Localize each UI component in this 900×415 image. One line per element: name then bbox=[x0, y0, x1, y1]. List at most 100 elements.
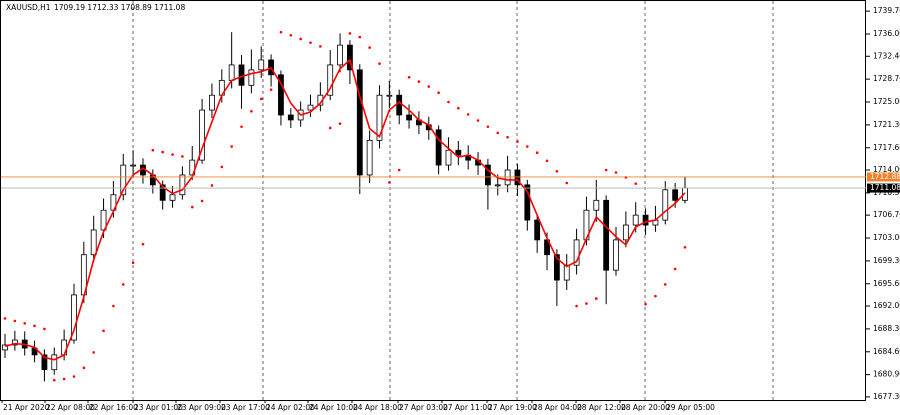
moving-average bbox=[4, 58, 686, 361]
sar-dot bbox=[3, 317, 7, 320]
candle-body bbox=[376, 94, 383, 141]
candle-body bbox=[209, 94, 215, 111]
candle-body bbox=[179, 174, 186, 196]
sar-dot bbox=[673, 267, 677, 271]
x-tick-label: 29 Apr 05:00 bbox=[666, 403, 715, 412]
x-tick-label: 23 Apr 17:00 bbox=[221, 403, 270, 412]
y-tick-label: 1714.00 bbox=[873, 165, 900, 174]
sar-dot bbox=[476, 119, 480, 122]
sar-dot bbox=[624, 176, 628, 179]
candle-body bbox=[2, 344, 8, 351]
candle-body bbox=[199, 109, 206, 161]
sar-dot bbox=[328, 126, 332, 130]
sar-dot bbox=[368, 46, 371, 49]
candle-body bbox=[356, 69, 363, 176]
sar-dot bbox=[604, 168, 608, 172]
sar-dot bbox=[437, 91, 440, 95]
candle-body bbox=[347, 44, 353, 71]
sar-dot bbox=[131, 261, 135, 265]
sar-dot bbox=[466, 113, 470, 116]
candle-body bbox=[228, 64, 235, 81]
y-tick-label: 1728.70 bbox=[873, 74, 900, 83]
candle-body bbox=[622, 224, 629, 241]
candle-body bbox=[100, 209, 107, 231]
x-tick-label: 28 Apr 04:00 bbox=[533, 403, 582, 412]
sar-dot bbox=[171, 153, 174, 156]
sar-dot bbox=[506, 135, 509, 139]
y-tick-label: 1684.60 bbox=[873, 347, 900, 356]
sar-dot bbox=[555, 169, 559, 173]
sar-dot bbox=[23, 322, 27, 325]
candle-body bbox=[159, 184, 166, 201]
y-tick-label: 1703.00 bbox=[873, 233, 900, 242]
candle-body bbox=[435, 129, 442, 166]
candle-body bbox=[120, 164, 127, 196]
price-label: 1712.88 bbox=[870, 172, 900, 181]
candle-body bbox=[396, 94, 403, 116]
y-tick-label: 1688.30 bbox=[873, 324, 900, 333]
sar-dot bbox=[358, 35, 362, 39]
candle-body bbox=[563, 264, 570, 281]
sar-dot bbox=[102, 329, 105, 333]
sar-dot bbox=[397, 168, 401, 172]
sar-dot bbox=[200, 199, 204, 203]
y-tick-label: 1732.40 bbox=[873, 51, 900, 60]
sar-dot bbox=[644, 302, 647, 306]
sar-dot bbox=[595, 297, 598, 300]
x-tick-label: 24 Apr 18:00 bbox=[353, 403, 402, 412]
y-tick-label: 1717.60 bbox=[873, 143, 900, 152]
sar-dot bbox=[663, 283, 667, 286]
sar-dot bbox=[210, 184, 214, 187]
x-tick-label: 24 Apr 10:00 bbox=[309, 403, 358, 412]
sar-dot bbox=[575, 304, 578, 308]
sar-dot bbox=[151, 148, 155, 152]
sar-dot bbox=[33, 324, 36, 328]
sar-dot bbox=[181, 155, 184, 158]
candle-body bbox=[11, 339, 18, 346]
y-tick-label: 1739.70 bbox=[873, 6, 900, 15]
sar-dot bbox=[378, 62, 381, 65]
sar-dot bbox=[289, 33, 293, 37]
sar-dot bbox=[230, 145, 233, 148]
y-tick-label: 1699.30 bbox=[873, 256, 900, 265]
y-tick-label: 1736.00 bbox=[873, 29, 900, 38]
sar-dot bbox=[112, 304, 115, 308]
sar-dot bbox=[319, 45, 322, 48]
candle-body bbox=[278, 74, 284, 116]
candle-body bbox=[90, 229, 97, 256]
candle-body bbox=[553, 254, 560, 281]
sar-dot bbox=[427, 85, 431, 88]
candle-body bbox=[327, 64, 334, 96]
x-tick-label: 24 Apr 02:00 bbox=[266, 403, 315, 412]
x-tick-label: 27 Apr 11:00 bbox=[443, 403, 492, 412]
y-tick-label: 1695.60 bbox=[873, 279, 900, 288]
candle-body bbox=[494, 184, 501, 187]
sar-dot bbox=[545, 159, 549, 163]
candle-body bbox=[672, 189, 679, 201]
candle-body bbox=[504, 169, 511, 186]
candle-body bbox=[169, 194, 176, 201]
candle-body bbox=[642, 214, 649, 226]
ohlc-header: 1709.19 1712.33 1708.89 1711.08 bbox=[54, 3, 185, 12]
x-tick-label: 28 Apr 12:00 bbox=[577, 403, 626, 412]
sar-dot bbox=[654, 294, 657, 298]
sar-dot bbox=[309, 41, 312, 44]
price-label-bg bbox=[867, 183, 900, 193]
sar-dot bbox=[457, 106, 460, 110]
sar-dot bbox=[92, 351, 95, 354]
y-tick-label: 1725.00 bbox=[873, 97, 900, 106]
candle-body bbox=[484, 164, 491, 186]
x-tick-label: 22 Apr 08:00 bbox=[46, 403, 95, 412]
candle-body bbox=[406, 114, 412, 121]
sar-dot bbox=[13, 319, 17, 323]
candle-body bbox=[366, 139, 373, 176]
sar-dot bbox=[486, 125, 490, 129]
candle-body bbox=[248, 69, 255, 86]
sar-dot bbox=[190, 205, 194, 209]
sar-dot bbox=[279, 30, 283, 34]
candle-body bbox=[573, 239, 580, 266]
candle-body bbox=[662, 189, 669, 221]
sar-dot bbox=[72, 375, 76, 378]
sar-dot bbox=[407, 75, 411, 79]
